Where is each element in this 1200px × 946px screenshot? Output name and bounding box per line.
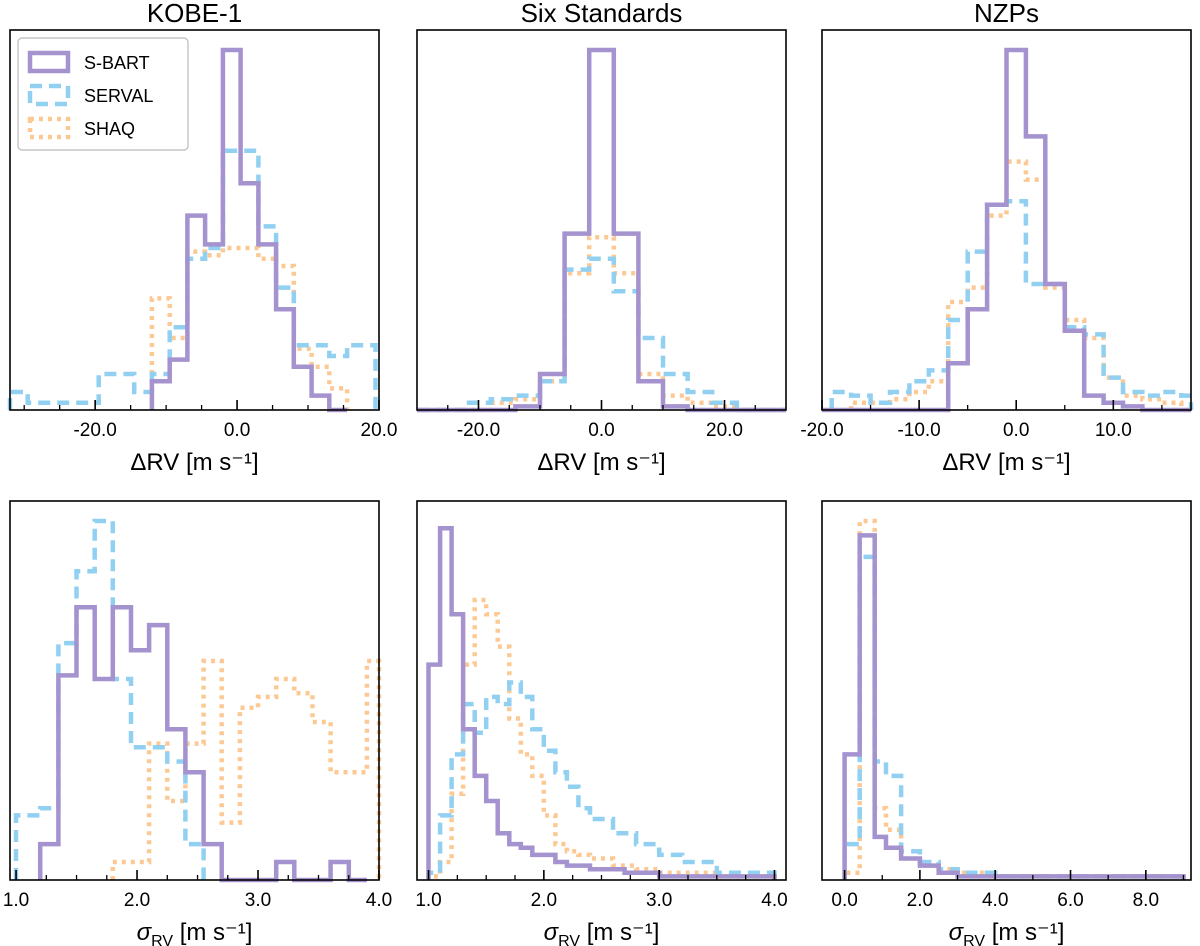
- histogram-s-bart-3: [822, 47, 1191, 413]
- x-tick-label: 10.0: [1095, 420, 1132, 441]
- legend-label-serval: SERVAL: [84, 86, 153, 106]
- x-tick-label: 3.0: [245, 890, 271, 911]
- histogram-shaq-4: [110, 658, 382, 880]
- histogram-shaq-3: [848, 159, 1184, 410]
- legend: S-BART SERVAL SHAQ: [17, 37, 189, 151]
- x-tick-label: 0.0: [1003, 420, 1029, 441]
- panel-3: -20.0 -10.0 0.0 10.0 NZPs ΔRV [m s⁻¹]: [800, 0, 1194, 476]
- histogram-s-bart-5: [426, 525, 777, 880]
- x-tick-label: 20.0: [361, 420, 398, 441]
- x-tick-label: 2.0: [531, 890, 557, 911]
- x-tick-label: -20.0: [73, 420, 116, 441]
- histogram-s-bart-2: [417, 47, 786, 413]
- legend-swatch-s-bart: [27, 50, 71, 74]
- axes-frame: [9, 29, 380, 411]
- x-tick-label: 4.0: [761, 890, 787, 911]
- histogram-shaq-6: [842, 518, 1186, 880]
- panel-2: -20.0 0.0 20.0 Six Standards ΔRV [m s⁻¹]: [416, 0, 787, 476]
- histogram-serval-5: [426, 680, 777, 880]
- x-axis-label: σRV [m s⁻¹]: [544, 919, 660, 946]
- x-axis-label: σRV [m s⁻¹]: [137, 919, 253, 946]
- panel-6: 0.0 2.0 4.0 6.0 8.0 σRV [m s⁻¹]: [821, 500, 1192, 946]
- x-tick-label: -10.0: [897, 420, 940, 441]
- x-tick-label: -20.0: [457, 420, 500, 441]
- legend-label-shaq: SHAQ: [84, 119, 135, 139]
- axes-frame: [821, 29, 1192, 411]
- panel-title: KOBE-1: [147, 0, 242, 28]
- histogram-s-bart-4: [37, 604, 367, 883]
- panel-1: -20.0 0.0 20.0 KOBE-1 ΔRV [m s⁻¹]: [7, 0, 398, 476]
- x-tick-label: 4.0: [366, 890, 392, 911]
- x-tick-label: 1.0: [3, 890, 29, 911]
- x-tick-label: 8.0: [1133, 890, 1159, 911]
- legend-swatch-shaq: [27, 116, 71, 140]
- panel-title: NZPs: [974, 0, 1039, 28]
- legend-swatch-serval: [27, 83, 71, 107]
- histogram-shaq-1: [149, 245, 350, 410]
- axes-frame: [416, 29, 787, 411]
- histogram-shaq-2: [417, 234, 786, 413]
- histogram-s-bart-1: [149, 47, 348, 413]
- legend-label-s-bart: S-BART: [84, 53, 150, 73]
- x-tick-label: 1.0: [415, 890, 441, 911]
- histogram-serval-4: [13, 518, 206, 880]
- histogram-s-bart-6: [842, 533, 1186, 880]
- histogram-serval-3: [829, 198, 1194, 410]
- axes-frame: [416, 500, 787, 881]
- x-axis-label: ΔRV [m s⁻¹]: [130, 449, 258, 476]
- x-tick-label: -20.0: [800, 420, 843, 441]
- x-tick-label: 3.0: [646, 890, 672, 911]
- x-tick-label: 6.0: [1057, 890, 1083, 911]
- histogram-serval-1: [7, 148, 378, 410]
- x-tick-label: 2.0: [907, 890, 933, 911]
- axes-frame: [821, 500, 1192, 881]
- x-axis-label: σRV [m s⁻¹]: [949, 919, 1065, 946]
- x-tick-label: 0.0: [831, 890, 857, 911]
- x-tick-label: 2.0: [124, 890, 150, 911]
- panel-5: 1.0 2.0 3.0 4.0 σRV [m s⁻¹]: [415, 500, 788, 946]
- histogram-serval-2: [417, 256, 786, 413]
- axes-frame: [9, 500, 380, 881]
- legend-frame: [17, 37, 189, 151]
- x-axis-label: ΔRV [m s⁻¹]: [942, 449, 1070, 476]
- histogram-shaq-5: [426, 597, 777, 880]
- x-axis-label: ΔRV [m s⁻¹]: [537, 449, 665, 476]
- x-tick-label: 4.0: [982, 890, 1008, 911]
- x-tick-label: 0.0: [588, 420, 614, 441]
- histogram-serval-6: [842, 554, 1186, 880]
- panel-title: Six Standards: [521, 0, 683, 28]
- panel-4: 1.0 2.0 3.0 4.0 σRV [m s⁻¹]: [3, 500, 392, 946]
- x-tick-label: 0.0: [224, 420, 250, 441]
- x-tick-label: 20.0: [706, 420, 743, 441]
